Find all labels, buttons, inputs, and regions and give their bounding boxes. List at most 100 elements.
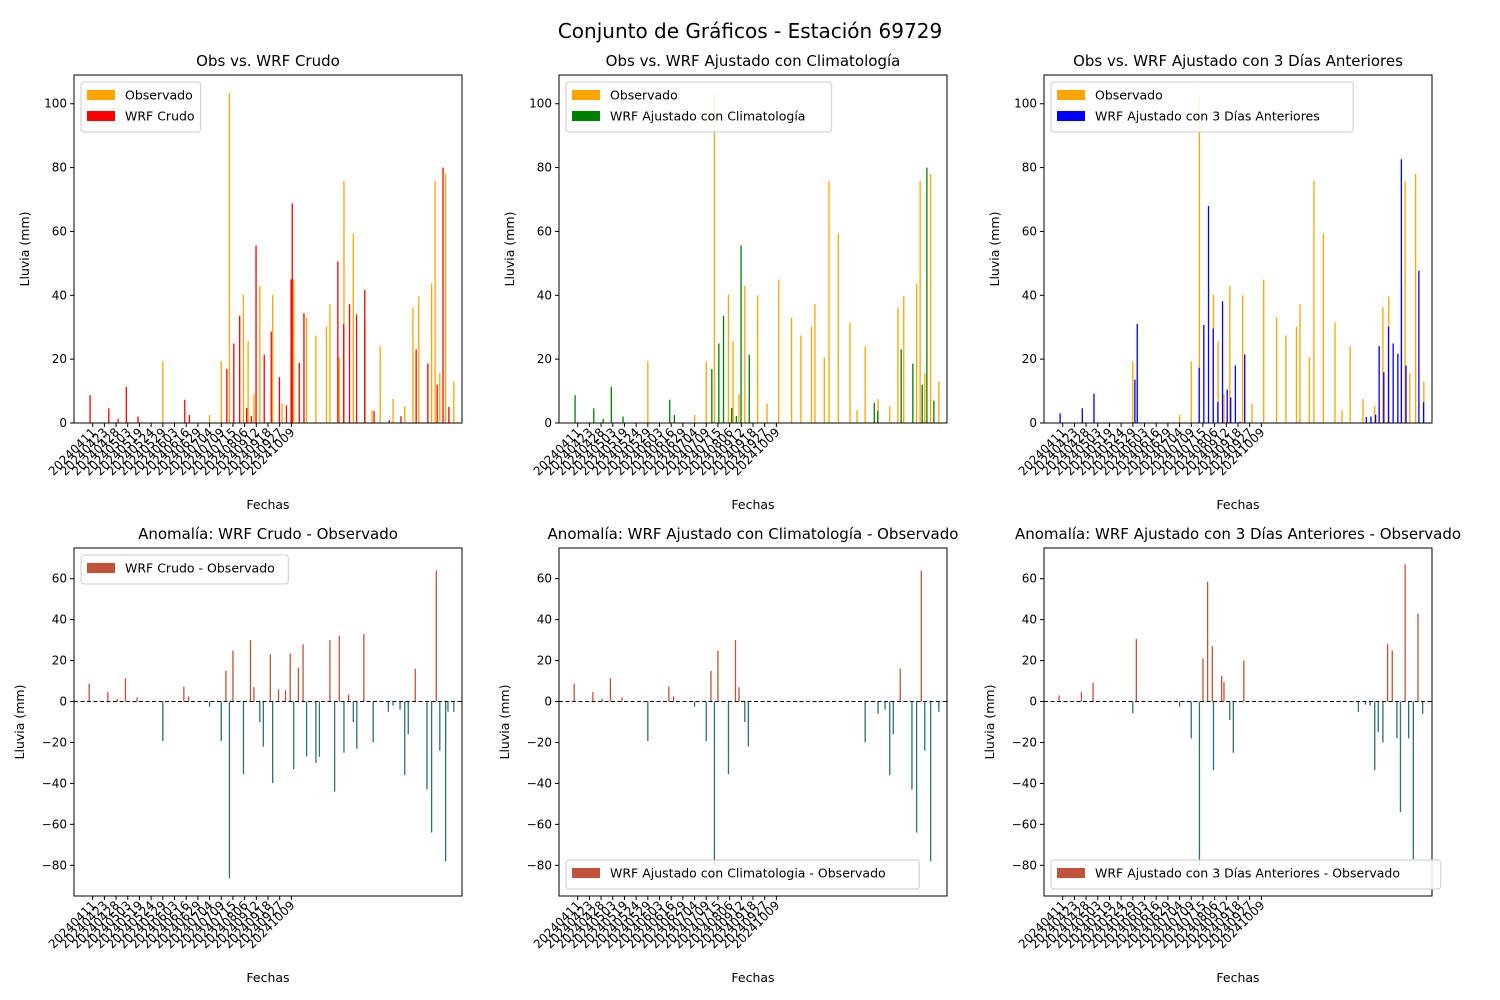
chart-6-ytick-label-3: −40 [1012, 776, 1037, 790]
chart-1-legend-label-1: Observado [125, 88, 193, 103]
chart-6-series-1-bar-12 [1212, 701, 1215, 771]
chart-3-ylabel: Lluvia (mm) [987, 212, 1002, 287]
chart-1-series-1-bar-6 [247, 341, 249, 423]
chart-1-legend: Observado WRF Crudo [80, 81, 202, 133]
chart-2-ytick-label-1: 0 [544, 416, 552, 430]
chart-3-series-2-bar-27 [1418, 270, 1420, 423]
chart-1-series-1-bar-30 [453, 381, 455, 423]
chart-2-series-1-bar-9 [757, 295, 759, 423]
chart-3-legend: Observado WRF Ajustado con 3 Días Anterio… [1050, 81, 1354, 133]
chart-6-ytick-label-7: 40 [1022, 613, 1037, 627]
chart-1-series-1-bar-12 [305, 317, 308, 423]
chart-6-series-1-bar-20 [1369, 701, 1371, 706]
chart-1-title: Obs vs. WRF Crudo [196, 52, 340, 70]
chart-3-ytick-label-2: 20 [1022, 352, 1037, 366]
chart-2-series-1-bar-2 [693, 415, 696, 423]
chart-1-series-2-bar-27 [373, 411, 375, 423]
chart-4-series-1-bar-49 [444, 701, 447, 862]
chart-4-series-1-bar-38 [372, 701, 374, 743]
chart-2-series-2-bar-10 [722, 315, 725, 423]
chart-6-series-1-bar-9 [1202, 658, 1204, 702]
chart-6-series-1-bar-23 [1382, 701, 1384, 743]
chart-2-series-1-bar-17 [828, 181, 830, 423]
chart-2-series-2-bar-7 [673, 415, 676, 423]
chart-5-series-1-bar-20 [877, 701, 879, 714]
chart-6-legend: WRF Ajustado con 3 Días Anteriores - Obs… [1050, 859, 1442, 890]
chart-3-series-2-bar-5 [1136, 324, 1138, 423]
chart-2-legend-box [565, 81, 833, 133]
chart-1-series-1-bar-20 [371, 410, 373, 423]
chart-5-series-1-bar-6 [647, 701, 649, 742]
chart-6-series-1-bar-29 [1407, 701, 1410, 739]
chart-3-title: Obs vs. WRF Ajustado con 3 Días Anterior… [1073, 52, 1403, 70]
chart-6-series-1-bar-19 [1364, 701, 1367, 705]
chart-4-series-1-bar-15 [249, 640, 252, 702]
chart-2-series-1-bar-1 [647, 361, 649, 423]
chart-6-legend-box [1050, 859, 1442, 890]
chart-panel-3: 0204060801002024041120240423202404282024… [987, 52, 1433, 512]
chart-2-series-1-bar-6 [732, 341, 734, 423]
chart-4-series-1-bar-19 [269, 654, 271, 702]
chart-5-series-1-bar-13 [717, 650, 719, 702]
chart-5-series-1-bar-21 [884, 701, 886, 710]
chart-3-series-1-bar-28 [1409, 373, 1411, 423]
chart-1-series-1-bar-13 [315, 335, 317, 423]
chart-2-series-1-bar-10 [766, 403, 768, 423]
chart-4-series-1-bar-12 [228, 701, 231, 879]
chart-2-series-1-bar-24 [897, 307, 899, 423]
chart-4-series-1-bar-1 [88, 683, 90, 702]
chart-4-series-1-bar-45 [426, 701, 428, 790]
chart-1-series-1-bar-26 [430, 283, 433, 423]
chart-6-ytick-label-2: −60 [1012, 817, 1037, 831]
chart-4-series-1-bar-26 [302, 644, 304, 702]
chart-2-series-1-bar-15 [814, 304, 816, 423]
chart-5-series-1-bar-7 [668, 686, 670, 702]
chart-6-series-1-bar-31 [1417, 613, 1419, 702]
chart-1-series-2-bar-8 [226, 369, 228, 423]
chart-3-series-2-bar-28 [1422, 402, 1425, 423]
chart-2-series-2-bar-20 [926, 167, 928, 423]
chart-1-series-2-bar-22 [337, 261, 339, 423]
chart-3-series-1-bar-12 [1275, 317, 1278, 423]
chart-1-series-2-bar-21 [303, 313, 305, 423]
chart-3-series-1-bar-2 [1178, 415, 1181, 423]
chart-1-series-1-bar-8 [259, 285, 261, 423]
chart-2-series-2-bar-5 [622, 416, 624, 423]
chart-3-ytick-label-4: 60 [1022, 224, 1037, 238]
chart-6-ytick-label-5: 0 [1029, 695, 1037, 709]
chart-3-ytick-label-3: 40 [1022, 288, 1037, 302]
chart-3-series-2-bar-10 [1217, 401, 1219, 423]
chart-6-series-1-bar-28 [1404, 564, 1406, 702]
chart-4-series-1-bar-25 [297, 667, 300, 702]
chart-4-legend-swatch-1 [87, 563, 115, 573]
chart-1-series-2-bar-15 [270, 331, 272, 423]
chart-2-series-2-bar-8 [711, 369, 713, 423]
chart-5-ytick-label-1: −80 [527, 858, 552, 872]
chart-2-ytick-label-4: 60 [537, 224, 552, 238]
chart-1-ytick-label-6: 100 [44, 97, 67, 111]
chart-5-series-1-bar-12 [713, 701, 716, 866]
chart-2-series-2-bar-9 [718, 343, 720, 423]
chart-4-series-1-bar-41 [399, 701, 401, 710]
chart-5-ytick-label-7: 40 [537, 613, 552, 627]
chart-4-title: Anomalía: WRF Crudo - Observado [138, 525, 398, 543]
chart-4-ytick-label-8: 60 [52, 572, 67, 586]
chart-5-series-1-bar-10 [705, 701, 707, 742]
chart-3-series-1-bar-4 [1198, 93, 1201, 423]
chart-2-series-2-bar-12 [735, 415, 738, 423]
chart-3-series-1-bar-7 [1223, 394, 1225, 423]
chart-2-series-1-bar-26 [915, 283, 918, 423]
chart-3-series-1-bar-1 [1132, 361, 1134, 423]
chart-3-series-2-bar-15 [1239, 421, 1241, 423]
chart-4-series-1-bar-36 [356, 701, 358, 749]
chart-2-series-2-bar-19 [921, 384, 923, 423]
chart-6-legend-label-1: WRF Ajustado con 3 Días Anteriores - Obs… [1095, 866, 1400, 881]
chart-1-series-1-bar-15 [329, 304, 331, 423]
chart-2-series-1-bar-16 [823, 357, 825, 423]
chart-5-series-1-bar-8 [672, 696, 675, 702]
chart-3-series-1-bar-10 [1251, 403, 1253, 423]
chart-2-ytick-label-3: 40 [537, 288, 552, 302]
chart-6-series-1-bar-14 [1223, 682, 1225, 702]
chart-5-series-1-bar-22 [889, 701, 891, 776]
